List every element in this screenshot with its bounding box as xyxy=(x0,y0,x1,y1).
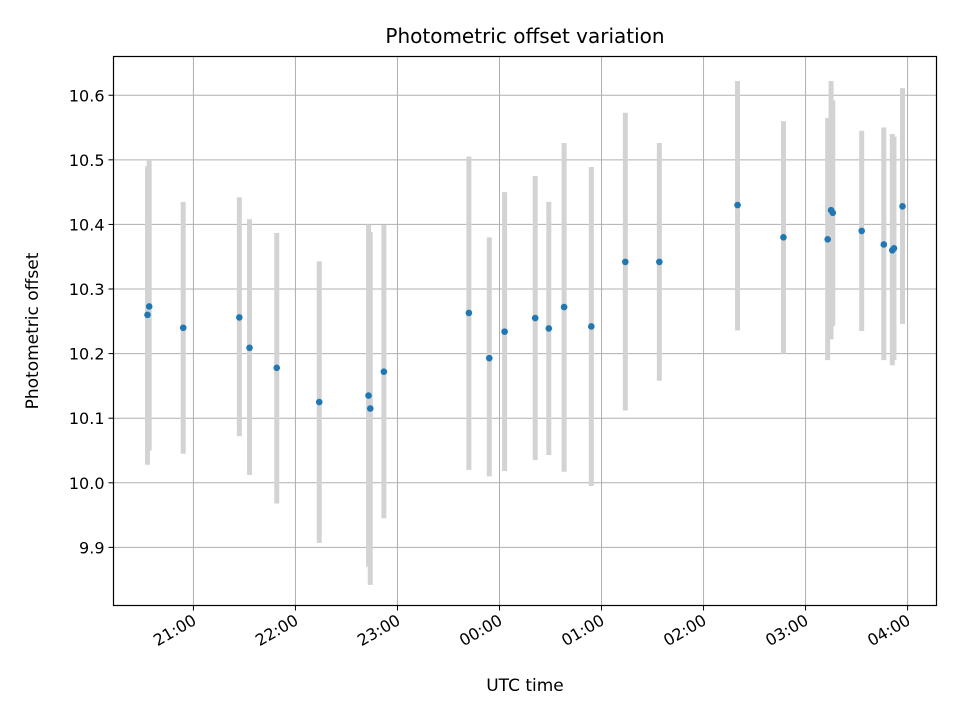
data-point xyxy=(465,309,473,317)
chart-title: Photometric offset variation xyxy=(385,24,664,48)
data-point xyxy=(858,227,865,235)
data-point xyxy=(588,323,595,330)
data-point xyxy=(780,234,787,241)
data-point xyxy=(144,311,151,319)
x-axis-title: UTC time xyxy=(486,676,564,696)
y-tick-label: 10.2 xyxy=(69,345,105,364)
data-point xyxy=(560,303,568,311)
y-axis: 9.9 10.0 10.1 10.2 10.3 10.4 10.5 10.6 xyxy=(69,86,114,557)
data-point xyxy=(273,364,281,372)
y-tick-label: 10.6 xyxy=(69,86,105,105)
data-point xyxy=(485,354,493,362)
data-point xyxy=(501,328,508,335)
data-point xyxy=(145,303,153,310)
data-point xyxy=(545,325,553,332)
data-point xyxy=(315,398,323,406)
data-point xyxy=(829,209,837,217)
data-point xyxy=(365,392,372,399)
data-point xyxy=(531,314,539,322)
data-point xyxy=(890,245,898,252)
plot-frame xyxy=(112,55,938,607)
y-axis-title: Photometric offset xyxy=(23,252,43,409)
y-tick-label: 9.9 xyxy=(79,538,104,557)
y-tick-label: 10.4 xyxy=(69,215,105,234)
y-tick-label: 10.5 xyxy=(69,151,105,170)
data-point xyxy=(366,405,374,412)
data-point xyxy=(179,324,187,332)
y-tick-label: 10.3 xyxy=(69,280,105,299)
data-points xyxy=(144,201,906,412)
data-point xyxy=(824,235,831,243)
data-point xyxy=(622,258,629,266)
data-point xyxy=(246,344,253,352)
data-point xyxy=(734,201,741,209)
y-tick-label: 10.0 xyxy=(69,474,105,493)
data-point xyxy=(380,368,388,375)
data-point xyxy=(656,258,663,266)
data-point xyxy=(236,314,243,321)
data-point xyxy=(880,241,888,248)
data-point xyxy=(899,203,906,210)
y-tick-label: 10.1 xyxy=(69,409,105,428)
